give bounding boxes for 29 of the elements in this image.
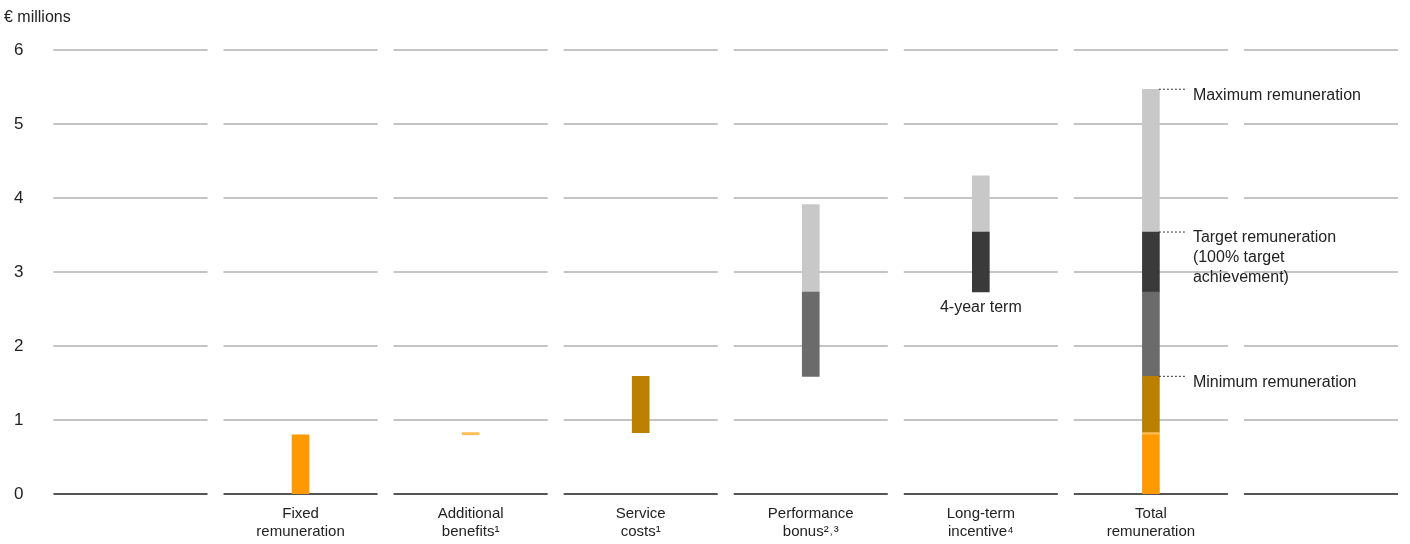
y-axis-title: € millions: [4, 8, 71, 26]
x-tick-label: Service costs¹: [615, 504, 666, 540]
bar: [1142, 88, 1160, 233]
x-tick-label: Total remuneration: [1106, 504, 1196, 540]
bar: [801, 204, 820, 293]
bar: [1142, 434, 1160, 494]
y-tick-label: 2: [13, 335, 24, 355]
x-tick-label: Performance bonus²˒³: [767, 504, 854, 540]
bar: [972, 231, 990, 293]
annotation: Maximum remuneration: [1192, 85, 1361, 103]
annotation: Target remuneration (100% target achievement): [1192, 228, 1337, 286]
y-tick-label: 1: [13, 409, 24, 429]
annotation: 4-year term: [939, 298, 1022, 316]
y-tick-label: 5: [13, 113, 24, 133]
bar: [801, 291, 820, 377]
annotation: Minimum remuneration: [1192, 372, 1357, 390]
bar: [1142, 291, 1160, 377]
x-tick-label: Additional benefits¹: [437, 504, 504, 540]
y-tick-label: 4: [13, 187, 24, 207]
x-tick-label: Long-term incentive⁴: [946, 504, 1016, 540]
y-tick-label: 3: [13, 261, 24, 281]
x-tick-label: Fixed remuneration: [256, 504, 345, 540]
bar: [972, 175, 990, 233]
bar: [291, 434, 310, 494]
bar: [1142, 376, 1160, 433]
bar: [631, 376, 650, 433]
y-tick-label: 6: [13, 39, 24, 59]
y-tick-label: 0: [13, 483, 24, 503]
bar: [461, 432, 480, 436]
